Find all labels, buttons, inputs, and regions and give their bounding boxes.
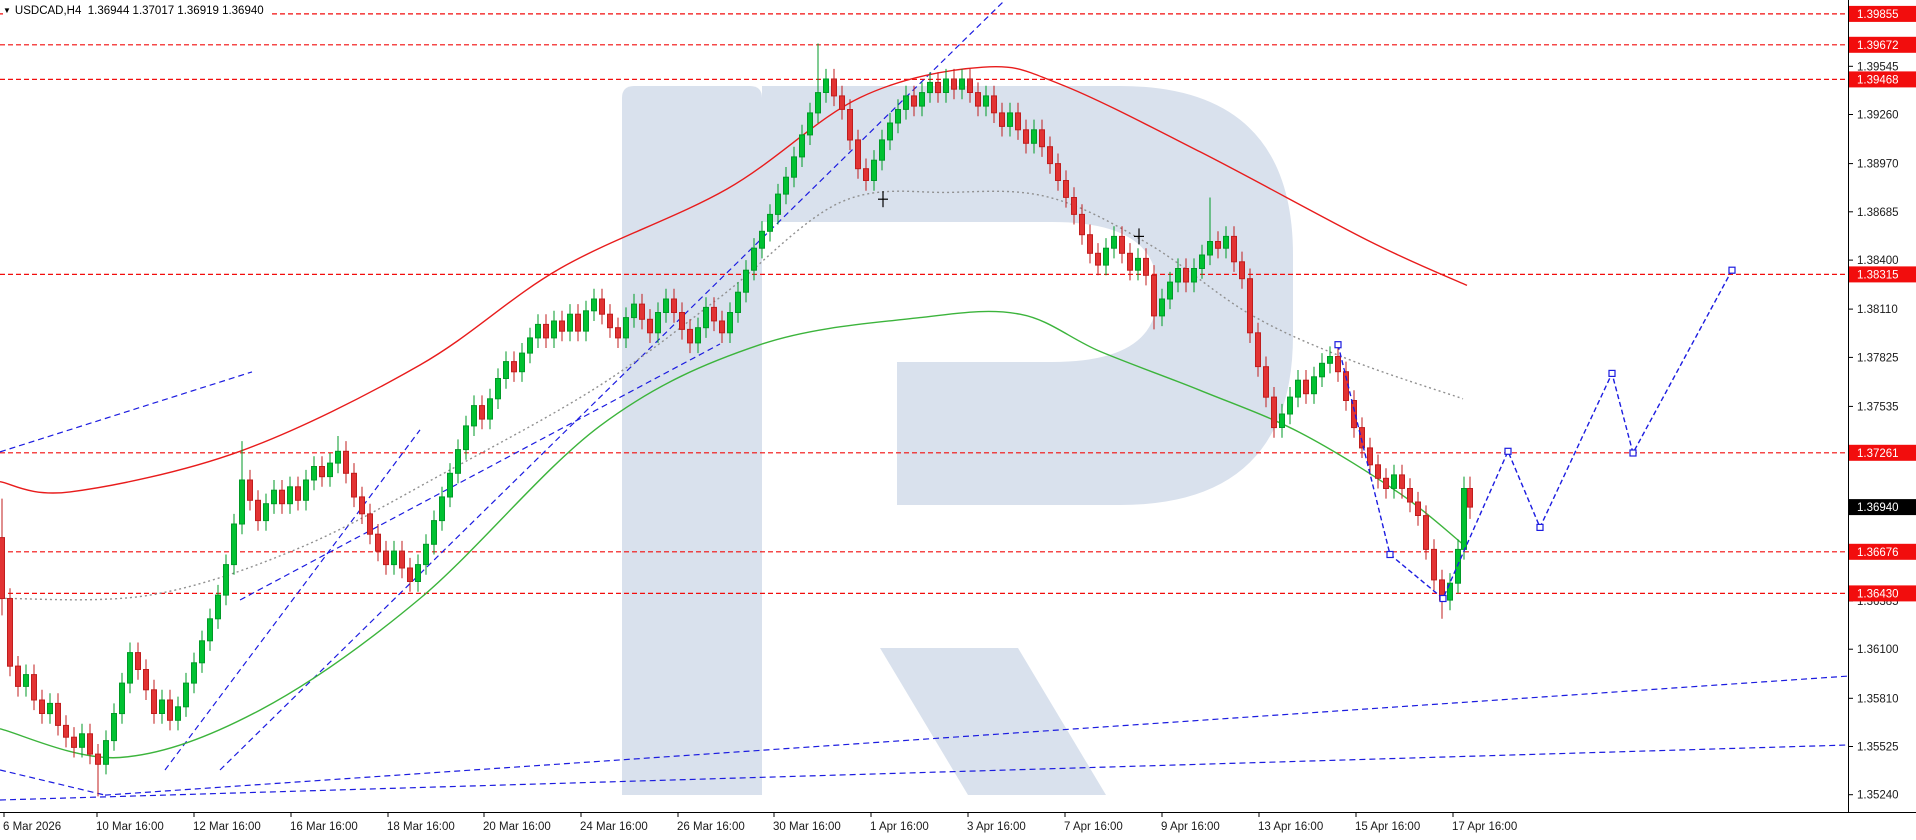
svg-text:1.39672: 1.39672: [1857, 40, 1899, 52]
price-axis-label: 1.37825: [1857, 352, 1899, 364]
zigzag-vertex-handle[interactable]: [1334, 341, 1342, 349]
price-axis-label: 1.37535: [1857, 401, 1899, 413]
ohlc-values: 1.36944 1.37017 1.36919 1.36940: [87, 5, 264, 17]
time-axis-label: 3 Apr 16:00: [967, 821, 1026, 833]
trendline-bottom-support-long: [104, 675, 1849, 796]
trendline-main-ascending: [219, 0, 1006, 771]
ma-green-line: [0, 310, 1464, 759]
zigzag-vertex-handle[interactable]: [1629, 449, 1637, 457]
price-axis-label: 1.38110: [1857, 304, 1898, 316]
price-axis-label: 1.35240: [1857, 790, 1899, 802]
trendline-bottom-descending-stub: [0, 769, 106, 796]
time-axis-label: 24 Mar 16:00: [580, 821, 648, 833]
level-price-badge: 1.39672: [1849, 36, 1916, 53]
time-axis-label: 15 Apr 16:00: [1355, 821, 1420, 833]
symbol-text: USDCAD,H4: [14, 5, 82, 17]
candlestick-series: [0, 43, 1473, 797]
time-axis-label: 30 Mar 16:00: [773, 821, 841, 833]
time-axis-label: 6 Mar 2026: [3, 821, 61, 833]
svg-text:1.37261: 1.37261: [1857, 448, 1899, 460]
object-anchor-cross-icon: [878, 191, 1144, 245]
time-axis-label: 17 Apr 16:00: [1452, 821, 1517, 833]
trendline-bottom-support-lower: [0, 744, 1849, 801]
trendline-upper-left-segment: [0, 371, 253, 453]
svg-text:1.39855: 1.39855: [1857, 9, 1899, 21]
zigzag-vertex-handle[interactable]: [1504, 447, 1512, 455]
zigzag-vertex-handle[interactable]: [1728, 266, 1736, 274]
zigzag-vertex-handle[interactable]: [1439, 594, 1447, 603]
time-axis-label: 10 Mar 16:00: [96, 821, 164, 833]
price-axis-label: 1.39545: [1857, 61, 1899, 73]
svg-text:1.39468: 1.39468: [1857, 74, 1899, 86]
current-price-badge: 1.36940: [1849, 499, 1916, 516]
time-axis-label: 16 Mar 16:00: [290, 821, 358, 833]
time-axis-label: 7 Apr 16:00: [1064, 821, 1123, 833]
support-resistance-lines[interactable]: [0, 13, 1848, 595]
forecast-zigzag[interactable]: [1334, 266, 1736, 603]
trendline-ascending-mid: [239, 343, 721, 601]
time-axis-label: 12 Mar 16:00: [193, 821, 261, 833]
time-axis[interactable]: 6 Mar 2026 10 Mar 16:00 12 Mar 16:00 16 Mar…: [3, 812, 1517, 833]
time-axis-label: 18 Mar 16:00: [387, 821, 455, 833]
level-price-badge: 1.36430: [1849, 585, 1916, 602]
ma-red-line: [0, 66, 1468, 494]
svg-text:1.36940: 1.36940: [1857, 502, 1899, 514]
svg-text:1.36676: 1.36676: [1857, 547, 1899, 559]
level-price-badge: 1.39855: [1849, 5, 1916, 22]
price-axis-label: 1.35525: [1857, 742, 1899, 754]
zigzag-vertex-handle[interactable]: [1608, 369, 1616, 377]
zigzag-vertex-handle[interactable]: [1386, 550, 1394, 559]
price-axis-label: 1.36100: [1857, 644, 1899, 656]
level-price-badge: 1.36676: [1849, 543, 1916, 560]
level-price-badge: 1.38315: [1849, 266, 1916, 283]
chart-title-bar: ▼ USDCAD,H4 1.36944 1.37017 1.36919 1.36…: [3, 3, 270, 19]
time-axis-label: 26 Mar 16:00: [677, 821, 745, 833]
price-axis[interactable]: 1.39545 1.39260 1.38970 1.38685 1.38400 1.381…: [1848, 5, 1916, 802]
time-axis-label: 1 Apr 16:00: [870, 821, 929, 833]
time-axis-label: 9 Apr 16:00: [1161, 821, 1220, 833]
price-axis-label: 1.35810: [1857, 693, 1899, 705]
symbol-dropdown-icon[interactable]: ▼: [3, 6, 11, 15]
svg-text:1.38315: 1.38315: [1857, 269, 1899, 281]
ma-gray-dotted-line: [0, 190, 1464, 601]
price-axis-label: 1.38970: [1857, 159, 1899, 171]
price-axis-label: 1.38400: [1857, 255, 1899, 267]
price-axis-label: 1.39260: [1857, 110, 1899, 122]
level-price-badge: 1.37261: [1849, 444, 1916, 461]
trendline-ascending-left: [164, 429, 421, 771]
chart-symbol-label: USDCAD,H4 1.36944 1.37017 1.36919 1.3694…: [15, 5, 264, 17]
time-axis-label: 13 Apr 16:00: [1258, 821, 1323, 833]
price-axis-label: 1.38685: [1857, 207, 1899, 219]
broker-watermark-logo: [622, 86, 1293, 795]
zigzag-vertex-handle[interactable]: [1536, 523, 1544, 532]
trendlines[interactable]: [0, 0, 1849, 801]
level-price-badge: 1.39468: [1849, 71, 1916, 88]
time-axis-label: 20 Mar 16:00: [483, 821, 551, 833]
svg-text:1.36430: 1.36430: [1857, 588, 1899, 600]
